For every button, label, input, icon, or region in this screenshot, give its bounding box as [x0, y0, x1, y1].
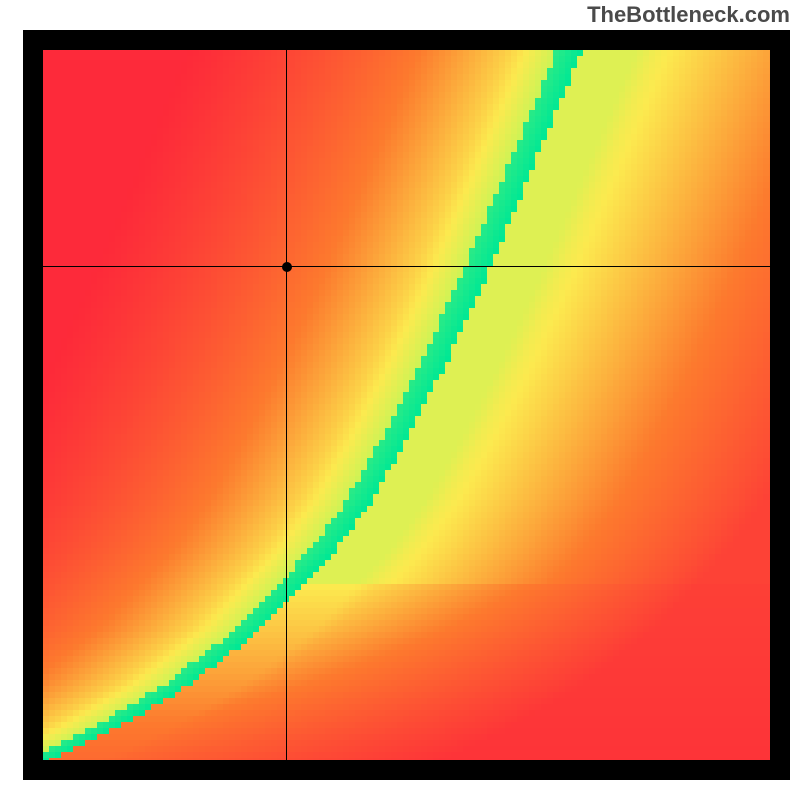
chart-container: TheBottleneck.com — [0, 0, 800, 800]
selection-marker-dot — [282, 262, 292, 272]
watermark-text: TheBottleneck.com — [587, 2, 790, 28]
crosshair-vertical — [286, 50, 287, 760]
crosshair-horizontal — [43, 266, 770, 267]
bottleneck-heatmap — [43, 50, 770, 760]
